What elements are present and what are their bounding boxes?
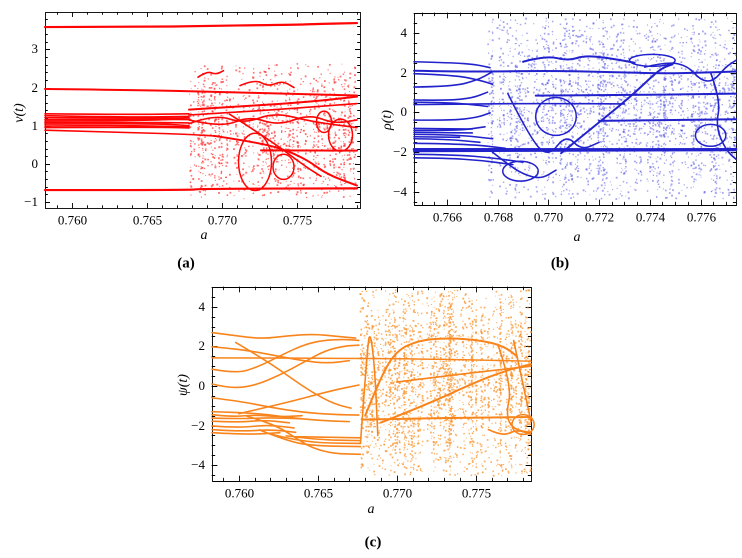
y-axis-label-b: ρ(t) [380,110,395,130]
y-axis-label-a: ν(t) [12,103,27,123]
caption-b: (b) [550,255,570,272]
x-axis-label-b: a [573,230,581,245]
caption-c: (c) [364,534,382,551]
y-axis-label-c: ψ(t) [176,374,191,396]
caption-a: (a) [177,255,195,272]
x-axis-label-a: a [200,228,208,243]
x-axis-label-c: a [367,502,375,517]
